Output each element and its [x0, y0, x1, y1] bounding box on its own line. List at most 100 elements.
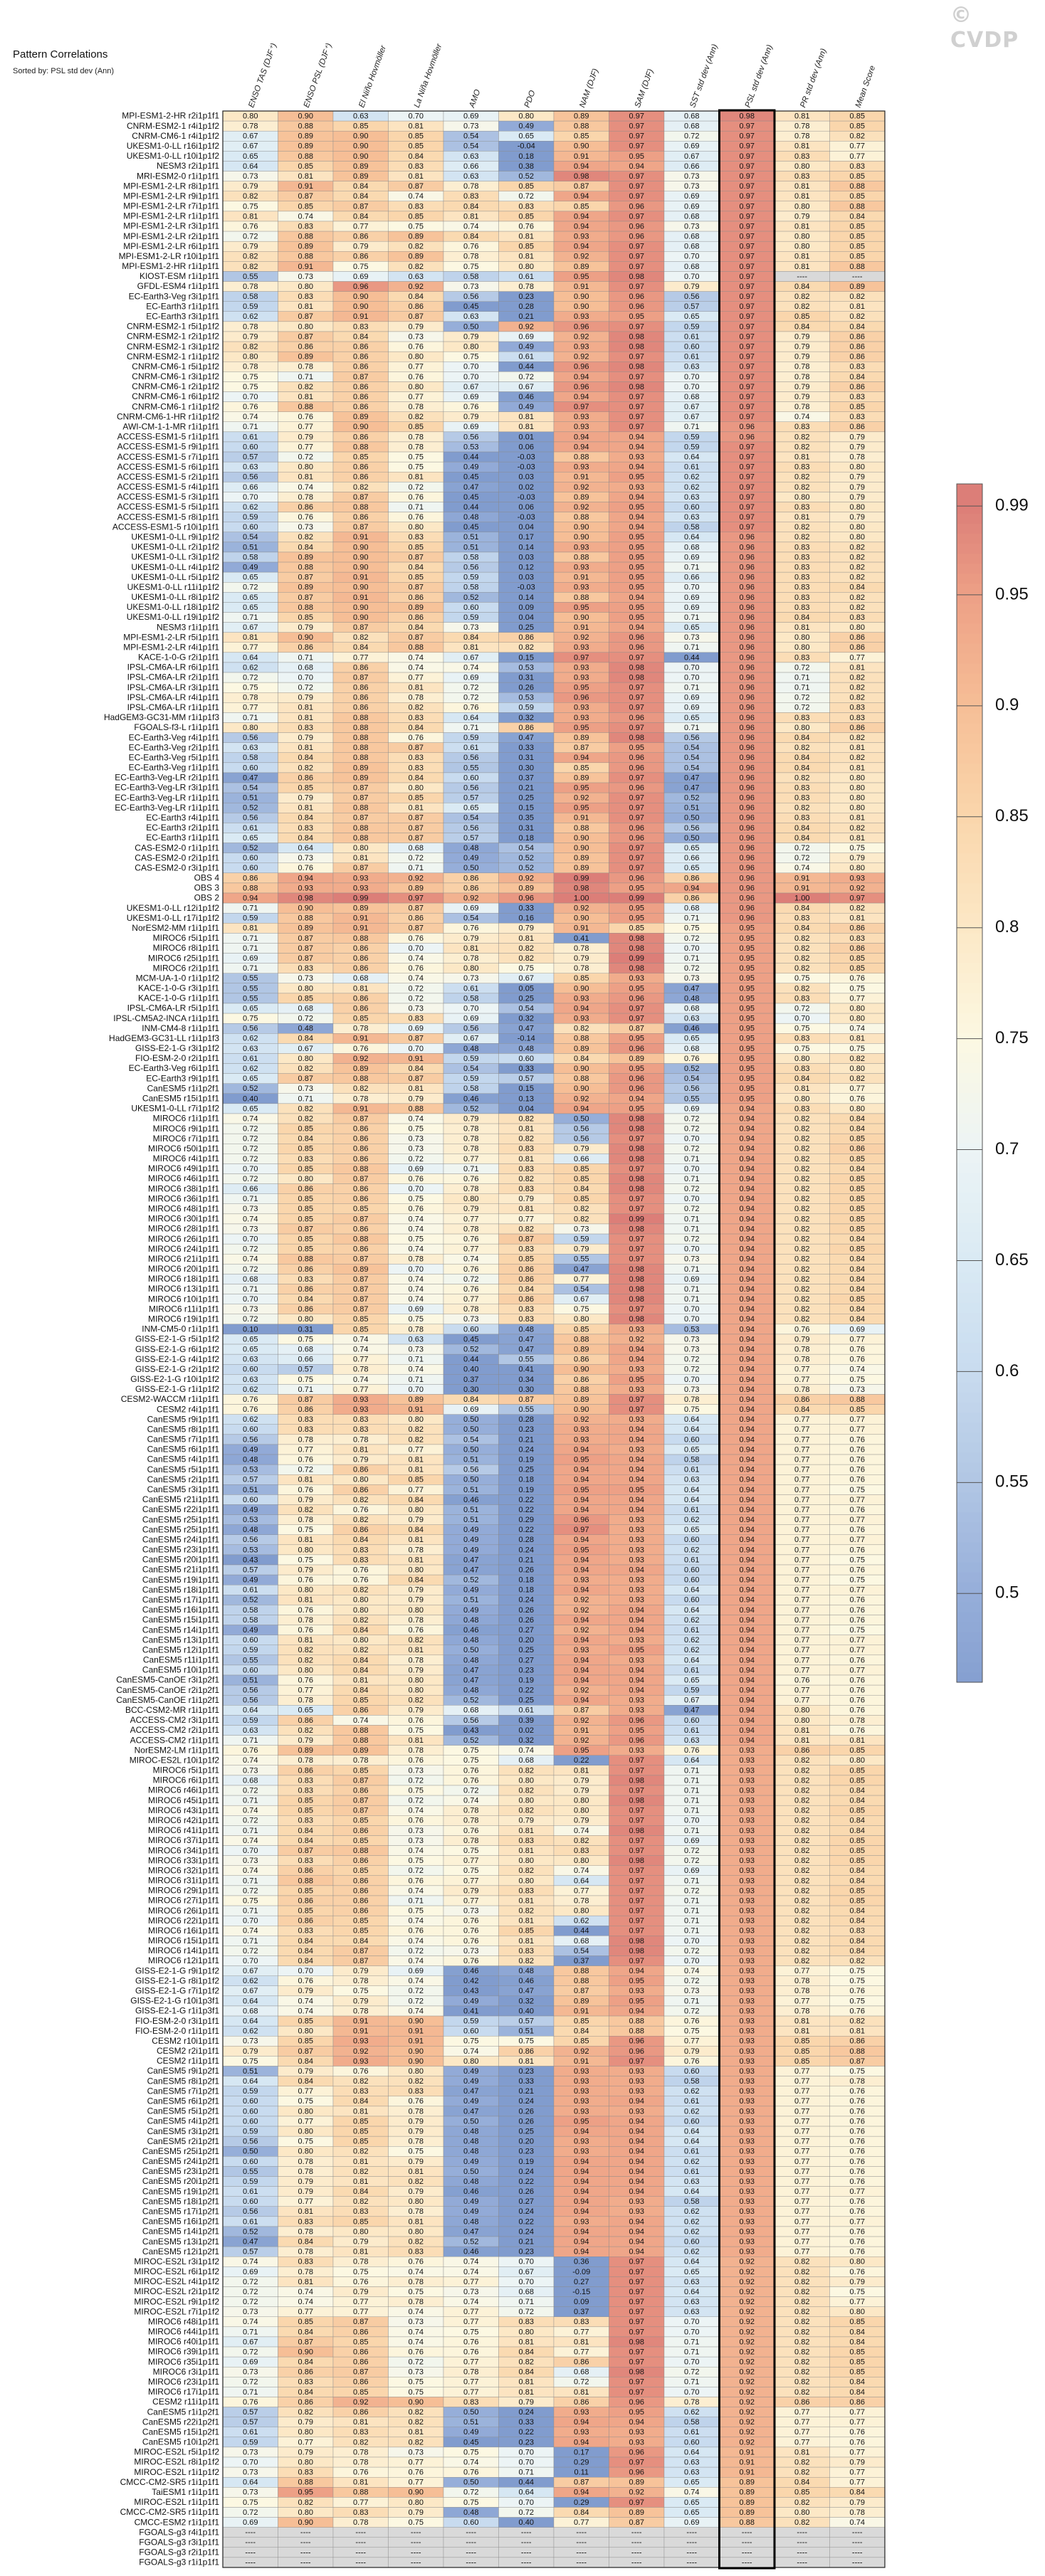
column-header: AMO	[468, 88, 483, 110]
heatmap-cell-value: 0.89	[409, 603, 424, 612]
heatmap-cell-value: 0.70	[409, 1045, 424, 1053]
heatmap-cell-value: 0.74	[409, 1245, 424, 1254]
heatmap-cell-value: 0.83	[794, 543, 809, 551]
heatmap-cell: 0.77	[553, 1274, 609, 1284]
heatmap-cell: 0.97	[609, 191, 665, 202]
heatmap-cell: 0.84	[332, 331, 389, 342]
heatmap-cell: 0.82	[774, 522, 830, 532]
heatmap-cell-value: 0.77	[243, 643, 258, 652]
column-header: PR std dev (Ann)	[799, 47, 828, 109]
row-label: MIROC6 r11i1p1f1	[149, 1304, 219, 1314]
heatmap-cell: 0.54	[443, 1063, 499, 1074]
heatmap-cell: 0.86	[829, 722, 886, 733]
heatmap-cell-value: 0.74	[243, 1215, 258, 1223]
heatmap-cell-value: 0.51	[463, 543, 478, 551]
heatmap-cell-value: 0.86	[298, 1185, 313, 1193]
heatmap-cell-value: 0.64	[684, 453, 699, 462]
heatmap-cell-value: 0.84	[794, 924, 809, 933]
row-label: ACCESS-ESM1-5 r10i1p1f1	[112, 522, 219, 532]
heatmap-cell-value: 0.52	[684, 1065, 699, 1073]
heatmap-cell: 0.95	[719, 983, 775, 994]
heatmap-cell-value: 0.69	[353, 273, 368, 281]
heatmap-cell-value: 0.81	[794, 1084, 809, 1093]
heatmap-cell-value: 0.68	[684, 1045, 699, 1053]
row-label: CNRM-ESM2-1 r5i1p1f2	[127, 322, 219, 332]
heatmap-cell-value: 0.80	[850, 503, 865, 512]
heatmap-cell: 0.83	[774, 561, 830, 573]
heatmap-cell: 0.72	[663, 933, 720, 944]
heatmap-cell: 0.86	[332, 231, 389, 242]
heatmap-cell: 0.74	[388, 1294, 444, 1304]
heatmap-cell-value: 0.72	[684, 1235, 699, 1244]
heatmap-cell: 0.75	[278, 1334, 334, 1345]
heatmap-cell: 0.87	[388, 181, 444, 191]
heatmap-cell: 0.72	[663, 1123, 720, 1134]
heatmap-cell-value: 0.76	[409, 1175, 424, 1183]
heatmap-cell: 0.94	[609, 1353, 665, 1365]
heatmap-cell: 0.63	[222, 742, 278, 753]
heatmap-cell: 0.85	[278, 1243, 334, 1255]
heatmap-cell-value: 0.83	[463, 192, 478, 201]
heatmap-cell: 0.79	[222, 181, 278, 191]
heatmap-cell: 0.88	[332, 712, 389, 723]
heatmap-cell-value: 0.60	[684, 343, 699, 352]
heatmap-cell: 0.84	[388, 722, 444, 733]
heatmap-cell-value: 0.87	[298, 192, 313, 201]
heatmap-cell: 0.84	[332, 642, 389, 653]
heatmap-cell-value: 0.96	[740, 874, 755, 882]
heatmap-cell: 0.52	[222, 843, 278, 853]
heatmap-cell: 0.88	[278, 120, 334, 132]
heatmap-cell-value: 0.96	[740, 584, 755, 592]
heatmap-cell: 0.50	[553, 1113, 609, 1124]
heatmap-cell: 0.83	[278, 291, 334, 302]
heatmap-cell: 0.77	[388, 361, 444, 372]
heatmap-cell: 0.71	[663, 642, 720, 653]
column-header: El Niño Hovmöller	[357, 43, 388, 109]
heatmap-cell: 0.60	[222, 441, 278, 453]
heatmap-cell: 0.73	[278, 522, 334, 532]
heatmap-cell: 0.96	[609, 712, 665, 723]
heatmap-cell-value: 0.96	[740, 854, 755, 862]
heatmap-cell-value: 0.70	[243, 393, 258, 401]
heatmap-cell: 0.90	[332, 301, 389, 312]
heatmap-cell-value: 0.84	[850, 322, 865, 331]
heatmap-cell: 0.96	[719, 882, 775, 894]
heatmap-cell: 0.83	[498, 1314, 555, 1325]
heatmap-cell-value: 0.50	[684, 814, 699, 823]
heatmap-cell-value: 0.87	[298, 954, 313, 963]
heatmap-cell: 0.82	[278, 532, 334, 543]
row-label: EC-Earth3 r2i1p1f1	[146, 823, 219, 833]
heatmap-cell-value: ----	[797, 273, 807, 281]
heatmap-cell: 0.83	[278, 963, 334, 973]
heatmap-cell: 0.55	[443, 762, 499, 774]
heatmap-cell: 0.94	[222, 892, 278, 904]
heatmap-cell: 0.71	[222, 421, 278, 433]
heatmap-cell: 0.81	[829, 833, 886, 843]
heatmap-cell: 0.80	[388, 1414, 444, 1425]
heatmap-cell: 0.65	[222, 1103, 278, 1114]
heatmap-cell: 0.86	[332, 1003, 389, 1014]
heatmap-cell-value: 0.78	[243, 363, 258, 371]
heatmap-cell: 0.97	[719, 361, 775, 372]
heatmap-cell-value: 0.86	[298, 1305, 313, 1314]
row-label: CNRM-ESM2-1 r1i1p1f2	[127, 352, 219, 361]
heatmap-cell: 0.97	[609, 171, 665, 181]
heatmap-cell: 0.83	[278, 1154, 334, 1164]
heatmap-cell: 0.68	[663, 261, 720, 272]
heatmap-cell: 0.53	[498, 662, 555, 673]
heatmap-cell-value: 0.41	[519, 1366, 534, 1374]
heatmap-cell-value: 0.06	[519, 443, 534, 451]
heatmap-cell-value: 0.77	[794, 1415, 809, 1424]
heatmap-cell: 0.90	[332, 141, 389, 152]
row-label: MIROC6 r25i1p1f1	[148, 953, 219, 963]
heatmap-cell-value: 0.13	[519, 1094, 534, 1103]
heatmap-cell-value: 0.94	[740, 1195, 755, 1203]
heatmap-cell: 0.95	[719, 1033, 775, 1044]
heatmap-cell: 0.55	[222, 973, 278, 984]
row-label: MRI-ESM2-0 r1i1p1f1	[137, 171, 219, 181]
heatmap-cell-value: 0.49	[463, 463, 478, 472]
heatmap-cell: 0.69	[388, 1304, 444, 1314]
heatmap-cell-value: 0.73	[684, 182, 699, 191]
heatmap-cell-value: 0.83	[794, 814, 809, 823]
